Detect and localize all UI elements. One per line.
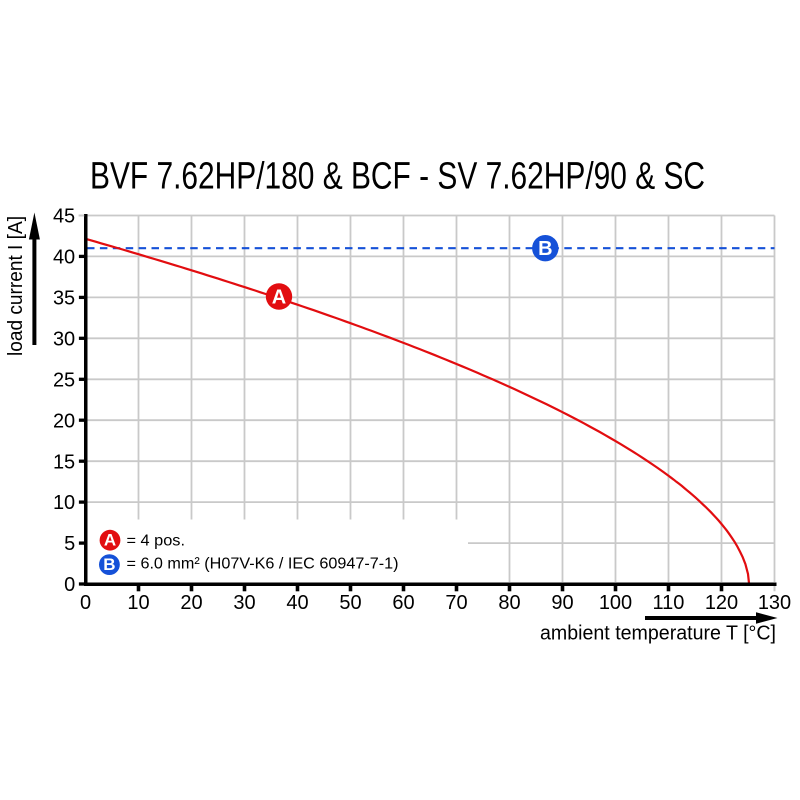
svg-text:A: A	[104, 531, 116, 550]
svg-text:60: 60	[392, 592, 414, 614]
svg-text:= 4 pos.: = 4 pos.	[127, 533, 186, 550]
svg-text:70: 70	[445, 592, 467, 614]
svg-text:100: 100	[599, 592, 632, 614]
svg-text:35: 35	[53, 288, 75, 310]
svg-text:5: 5	[64, 533, 75, 555]
svg-text:10: 10	[127, 592, 149, 614]
svg-text:BVF 7.62HP/180 & BCF - SV 7.62: BVF 7.62HP/180 & BCF - SV 7.62HP/90 & SC	[90, 156, 705, 198]
svg-text:load current I [A]: load current I [A]	[5, 216, 27, 356]
svg-text:90: 90	[551, 592, 573, 614]
svg-text:= 6.0 mm² (H07V-K6 / IEC 60947: = 6.0 mm² (H07V-K6 / IEC 60947-7-1)	[127, 555, 399, 572]
svg-text:30: 30	[233, 592, 255, 614]
svg-text:110: 110	[653, 592, 685, 614]
svg-text:0: 0	[64, 574, 75, 596]
svg-text:15: 15	[53, 451, 75, 473]
svg-text:40: 40	[53, 247, 75, 269]
svg-text:10: 10	[53, 492, 75, 514]
svg-text:25: 25	[53, 369, 75, 391]
svg-text:120: 120	[705, 592, 738, 614]
svg-text:20: 20	[180, 592, 202, 614]
svg-text:30: 30	[53, 328, 75, 350]
svg-text:130: 130	[758, 592, 791, 614]
svg-text:40: 40	[286, 592, 308, 614]
svg-text:20: 20	[53, 410, 75, 432]
svg-text:B: B	[103, 555, 115, 574]
svg-text:0: 0	[80, 592, 91, 614]
svg-text:A: A	[272, 286, 286, 308]
svg-text:80: 80	[498, 592, 520, 614]
svg-text:50: 50	[339, 592, 361, 614]
svg-text:ambient temperature T [°C]: ambient temperature T [°C]	[540, 622, 776, 645]
svg-text:B: B	[538, 238, 552, 260]
svg-text:45: 45	[53, 206, 75, 228]
